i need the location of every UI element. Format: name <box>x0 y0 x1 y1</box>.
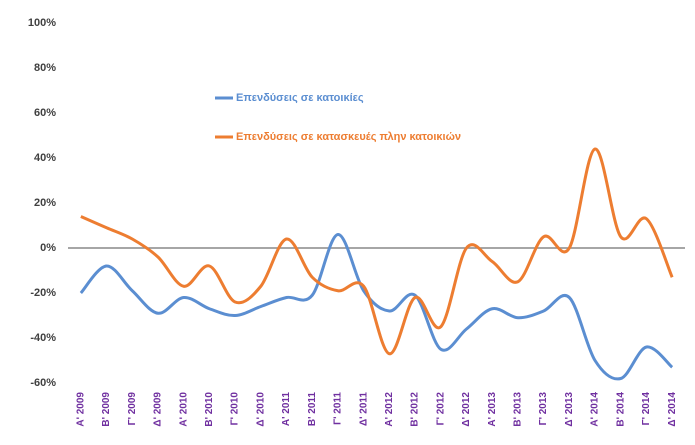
series-line <box>79 233 674 381</box>
x-tick-label: Β' 2010 <box>204 392 215 427</box>
x-tick-label: Γ' 2013 <box>538 392 549 426</box>
x-tick-label: Α' 2012 <box>384 392 395 427</box>
x-tick-label: Α' 2011 <box>281 392 292 427</box>
x-tick-label: Α' 2010 <box>178 392 189 427</box>
y-tick-label: 0% <box>40 242 56 254</box>
y-tick-label: 60% <box>34 107 56 119</box>
x-tick-label: Α' 2009 <box>75 392 86 427</box>
y-tick-label: -40% <box>30 332 56 344</box>
x-tick-label: Γ' 2009 <box>127 392 138 426</box>
y-tick-label: -60% <box>30 377 56 389</box>
y-tick-label: 20% <box>34 197 56 209</box>
series-line <box>80 147 674 356</box>
x-tick-label: Δ' 2011 <box>358 392 369 426</box>
x-tick-label: Δ' 2014 <box>667 392 678 427</box>
y-tick-label: 80% <box>34 62 56 74</box>
x-tick-label: Δ' 2012 <box>461 392 472 427</box>
x-tick-label: Β' 2014 <box>615 392 626 427</box>
legend-label: Επενδύσεις σε κατασκευές πλην κατοικιών <box>236 131 461 143</box>
x-tick-label: Γ' 2014 <box>641 392 652 426</box>
x-tick-label: Α' 2014 <box>590 392 601 427</box>
x-tick-label: Α' 2013 <box>487 392 498 427</box>
y-tick-label: 100% <box>28 17 56 29</box>
x-tick-label: Β' 2013 <box>513 392 524 427</box>
x-tick-label: Β' 2012 <box>410 392 421 427</box>
x-tick-label: Γ' 2010 <box>230 392 241 426</box>
x-tick-label: Δ' 2010 <box>255 392 266 427</box>
x-tick-label: Γ' 2012 <box>435 392 446 426</box>
y-tick-label: -20% <box>30 287 56 299</box>
y-tick-label: 40% <box>34 152 56 164</box>
x-tick-label: Β' 2011 <box>307 392 318 427</box>
x-tick-label: Δ' 2013 <box>564 392 575 427</box>
legend-label: Επενδύσεις σε κατοικίες <box>236 92 364 104</box>
x-tick-label: Γ' 2011 <box>333 392 344 425</box>
x-tick-label: Β' 2009 <box>101 392 112 427</box>
x-tick-label: Δ' 2009 <box>153 392 164 427</box>
